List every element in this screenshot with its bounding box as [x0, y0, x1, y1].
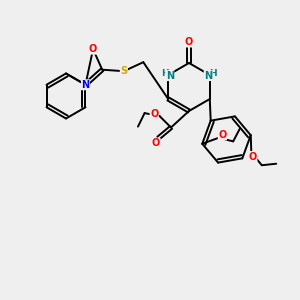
Text: N: N — [81, 80, 89, 90]
Text: O: O — [249, 152, 257, 161]
Text: O: O — [89, 44, 97, 54]
Text: O: O — [218, 130, 226, 140]
Text: H: H — [161, 69, 168, 78]
Text: S: S — [120, 66, 128, 76]
Text: H: H — [210, 69, 217, 78]
Text: O: O — [152, 138, 160, 148]
Text: O: O — [150, 109, 158, 119]
Text: N: N — [166, 70, 174, 81]
Text: O: O — [185, 37, 193, 47]
Text: N: N — [204, 70, 212, 81]
